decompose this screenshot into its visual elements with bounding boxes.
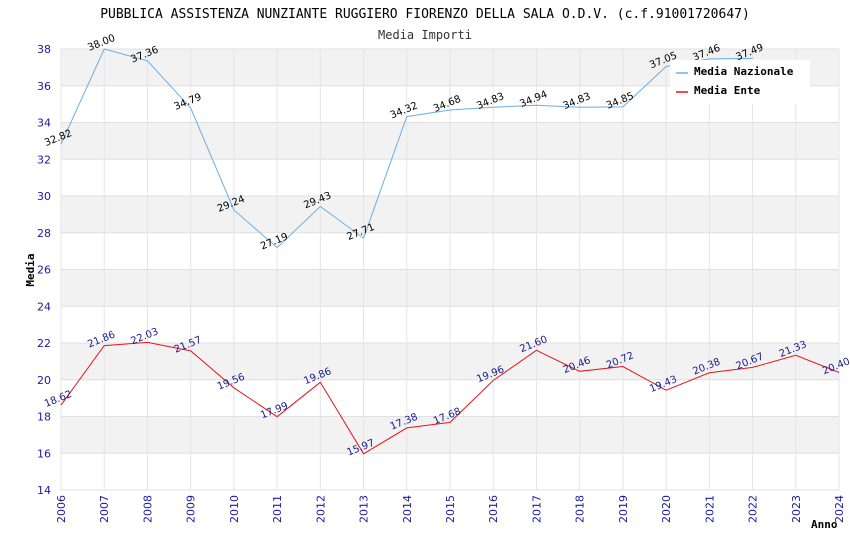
y-tick-label: 16 bbox=[37, 447, 51, 460]
x-tick-label: 2018 bbox=[574, 495, 587, 523]
x-tick-label: 2021 bbox=[703, 495, 716, 523]
chart-subtitle: Media Importi bbox=[378, 28, 472, 42]
x-tick-label: 2006 bbox=[55, 495, 68, 523]
y-axis-ticks: 14 16 18 20 22 24 26 28 30 32 34 36 38 bbox=[37, 43, 51, 497]
x-tick-label: 2020 bbox=[660, 495, 673, 523]
series-lines bbox=[60, 48, 840, 455]
x-tick-label: 2022 bbox=[747, 495, 760, 523]
x-tick-label: 2010 bbox=[228, 495, 241, 523]
x-tick-label: 2024 bbox=[833, 495, 846, 523]
x-tick-label: 2011 bbox=[271, 495, 284, 523]
legend-label-media-ente: Media Ente bbox=[694, 84, 761, 97]
y-tick-label: 22 bbox=[37, 337, 51, 350]
legend-box bbox=[670, 60, 810, 104]
x-tick-label: 2016 bbox=[487, 495, 500, 523]
y-tick-label: 38 bbox=[37, 43, 51, 56]
x-tick-label: 2009 bbox=[185, 495, 198, 523]
legend: Media Nazionale Media Ente bbox=[670, 60, 810, 104]
y-tick-label: 14 bbox=[37, 484, 51, 497]
x-tick-label: 2023 bbox=[790, 495, 803, 523]
chart-title: PUBBLICA ASSISTENZA NUNZIANTE RUGGIERO F… bbox=[100, 7, 750, 22]
grid-lines bbox=[60, 48, 840, 491]
y-tick-label: 32 bbox=[37, 153, 51, 166]
y-tick-label: 36 bbox=[37, 80, 51, 93]
series-line-media-ente bbox=[60, 341, 840, 455]
y-axis-title: Media bbox=[24, 253, 37, 286]
legend-label-media-nazionale: Media Nazionale bbox=[694, 65, 794, 78]
x-tick-label: 2017 bbox=[530, 495, 543, 523]
x-tick-label: 2012 bbox=[314, 495, 327, 523]
y-tick-label: 34 bbox=[37, 117, 51, 130]
x-axis-ticks: 2006 2007 2008 2009 2010 2011 2012 2013 2014 2015… bbox=[55, 495, 846, 523]
y-tick-label: 26 bbox=[37, 264, 51, 277]
y-tick-label: 24 bbox=[37, 300, 51, 313]
x-tick-label: 2013 bbox=[358, 495, 371, 523]
x-tick-label: 2007 bbox=[98, 495, 111, 523]
y-tick-label: 30 bbox=[37, 190, 51, 203]
series-line-media-nazionale bbox=[60, 48, 753, 249]
x-tick-label: 2019 bbox=[617, 495, 630, 523]
x-tick-label: 2008 bbox=[141, 495, 154, 523]
y-tick-label: 20 bbox=[37, 374, 51, 387]
x-tick-label: 2014 bbox=[401, 495, 414, 523]
x-tick-label: 2015 bbox=[444, 495, 457, 523]
y-tick-label: 18 bbox=[37, 411, 51, 424]
x-axis-title: Anno bbox=[811, 518, 838, 531]
y-tick-label: 28 bbox=[37, 227, 51, 240]
